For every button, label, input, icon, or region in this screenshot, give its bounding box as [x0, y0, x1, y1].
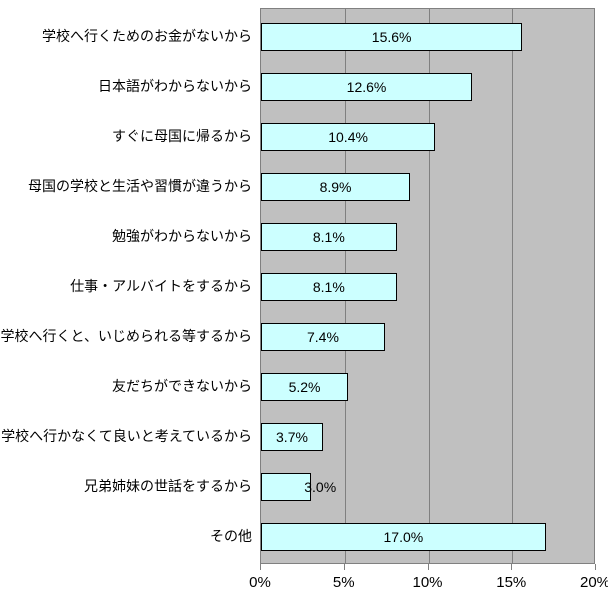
bar-value-label: 15.6% — [368, 29, 416, 45]
bar: 8.9% — [261, 173, 410, 201]
plot-area: 15.6% 12.6% 10.4% 8.9% 8.1% 8.1% 7.4% 5.2% 3.7% 3… — [260, 8, 595, 564]
bar-value-label: 3.0% — [300, 479, 340, 495]
xtick-label: 0% — [249, 574, 271, 591]
bar: 3.7% — [261, 423, 323, 451]
bar: 8.1% — [261, 223, 397, 251]
bar-row: 8.1% — [261, 273, 596, 301]
bar: 15.6% — [261, 23, 522, 51]
bar-row: 3.7% — [261, 423, 596, 451]
xtick-label: 20% — [580, 574, 608, 591]
xtick-label: 5% — [333, 574, 355, 591]
bar-value-label: 7.4% — [303, 329, 343, 345]
bar: 5.2% — [261, 373, 348, 401]
bar-value-label: 8.9% — [316, 179, 356, 195]
category-label: 学校へ行かなくて良いと考えているから — [0, 428, 252, 444]
category-label: 仕事・アルバイトをするから — [0, 278, 252, 294]
category-label: その他 — [0, 528, 252, 544]
category-label: 日本語がわからないから — [0, 78, 252, 94]
bar-value-label: 17.0% — [380, 529, 428, 545]
bar-row: 8.9% — [261, 173, 596, 201]
bar-row: 8.1% — [261, 223, 596, 251]
category-label: 母国の学校と生活や習慣が違うから — [0, 178, 252, 194]
x-axis: 0%5%10%15%20% — [260, 564, 595, 604]
bar: 10.4% — [261, 123, 435, 151]
bar-row: 12.6% — [261, 73, 596, 101]
bar-value-label: 12.6% — [343, 79, 391, 95]
bar-value-label: 5.2% — [285, 379, 325, 395]
category-label: すぐに母国に帰るから — [0, 128, 252, 144]
bar: 8.1% — [261, 273, 397, 301]
bar: 17.0% — [261, 523, 546, 551]
xtick-mark — [428, 564, 429, 570]
category-label: 学校へ行くためのお金がないから — [0, 28, 252, 44]
bar: 12.6% — [261, 73, 472, 101]
bar-row: 15.6% — [261, 23, 596, 51]
xtick-mark — [260, 564, 261, 570]
category-label: 学校へ行くと、いじめられる等するから — [0, 328, 252, 344]
bar: 7.4% — [261, 323, 385, 351]
xtick-mark — [595, 564, 596, 570]
xtick-mark — [344, 564, 345, 570]
category-label: 友だちができないから — [0, 378, 252, 394]
xtick-mark — [511, 564, 512, 570]
bar-value-label: 8.1% — [309, 229, 349, 245]
category-label: 勉強がわからないから — [0, 228, 252, 244]
xtick-label: 10% — [412, 574, 442, 591]
bar: 3.0% — [261, 473, 311, 501]
category-label: 兄弟姉妹の世話をするから — [0, 478, 252, 494]
bar-row: 17.0% — [261, 523, 596, 551]
bar-value-label: 3.7% — [272, 429, 312, 445]
bar-value-label: 8.1% — [309, 279, 349, 295]
bar-row: 7.4% — [261, 323, 596, 351]
bar-value-label: 10.4% — [324, 129, 372, 145]
bar-row: 3.0% — [261, 473, 596, 501]
bar-row: 10.4% — [261, 123, 596, 151]
bar-chart: 学校へ行くためのお金がないから日本語がわからないからすぐに母国に帰るから母国の学… — [0, 8, 608, 606]
xtick-label: 15% — [496, 574, 526, 591]
bar-row: 5.2% — [261, 373, 596, 401]
category-label-column: 学校へ行くためのお金がないから日本語がわからないからすぐに母国に帰るから母国の学… — [0, 8, 260, 606]
